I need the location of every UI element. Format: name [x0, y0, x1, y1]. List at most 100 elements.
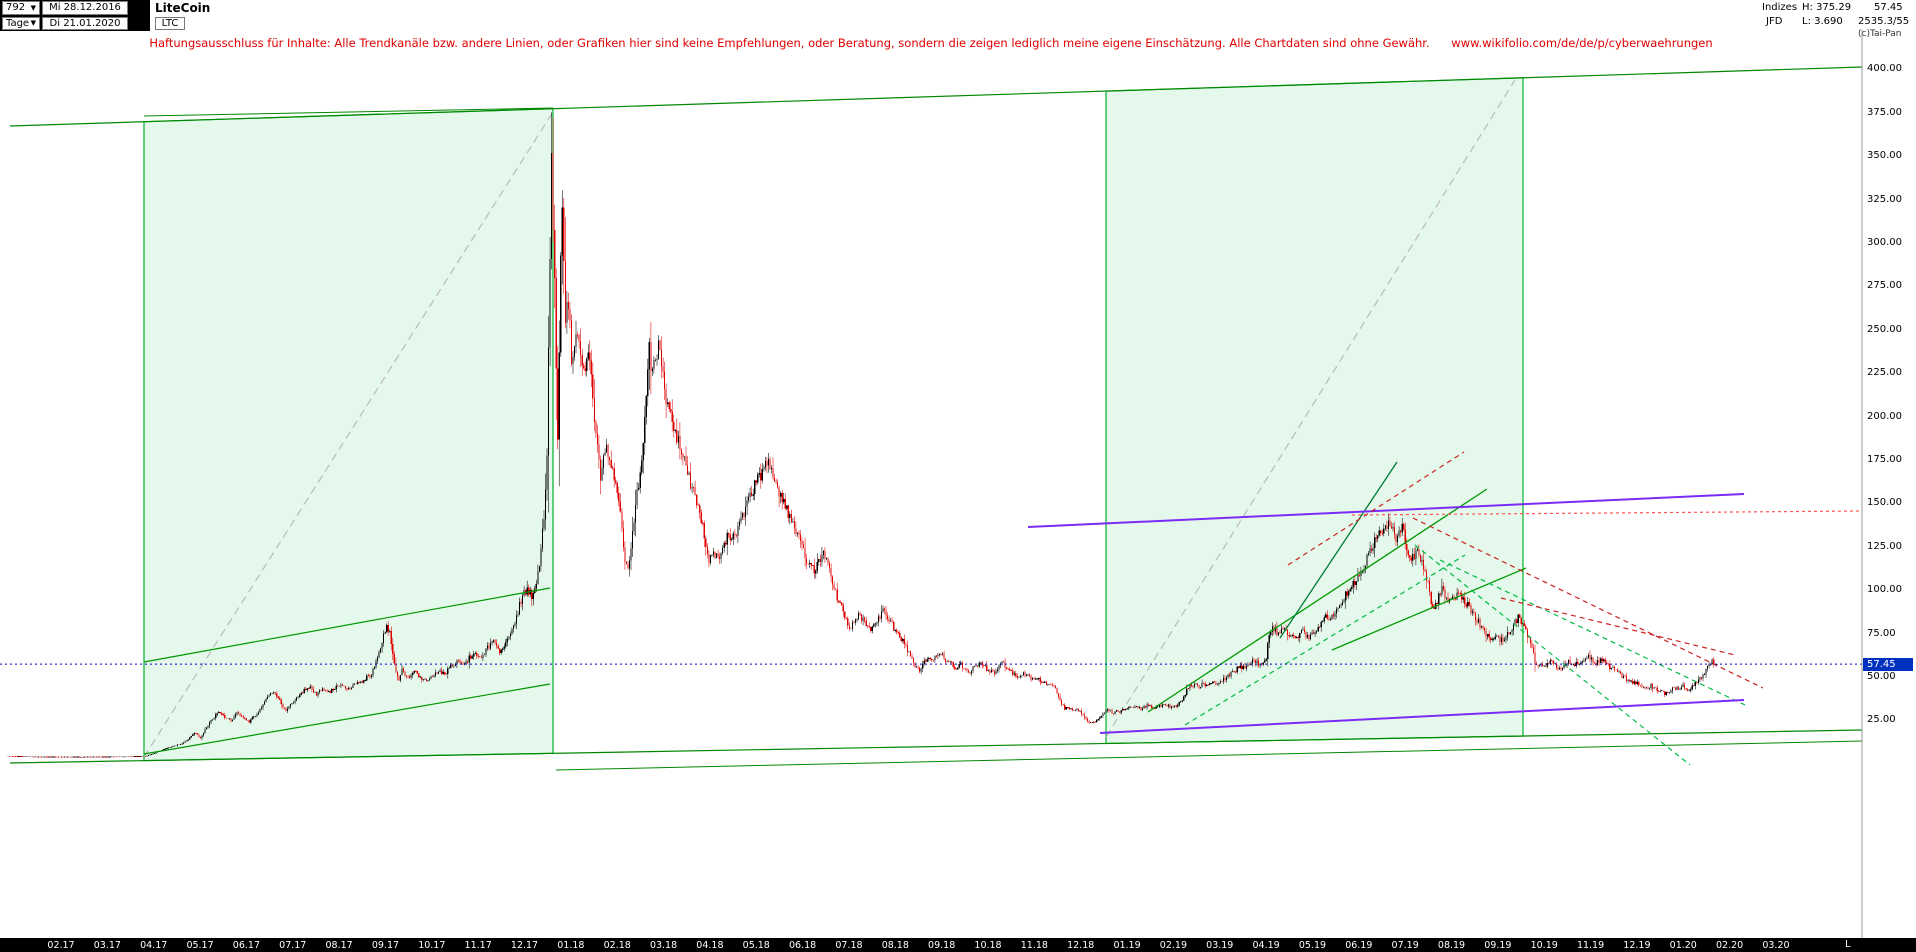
chevron-down-icon: ▼	[30, 19, 36, 27]
time-axis-label: 10.17	[418, 939, 446, 951]
time-axis-label: 03.18	[649, 939, 678, 951]
bars-count-dropdown[interactable]: 792 ▼	[2, 1, 40, 15]
time-axis-label: 06.19	[1345, 939, 1373, 951]
time-axis-label: 03.20	[1762, 939, 1790, 951]
timeframe-dropdown[interactable]: Tage ▼	[2, 17, 40, 30]
price-axis[interactable]: 400.00 375.00 350.00 325.00 300.00 275.00 250.…	[1862, 30, 1916, 938]
range-end-value: Di 21.01.2020	[49, 17, 121, 29]
time-axis-label: 04.18	[696, 939, 724, 951]
time-axis-label: 06.18	[788, 939, 817, 951]
dashed-red-falling-1[interactable]	[1412, 517, 1764, 689]
time-axis-label: 05.17	[186, 939, 214, 951]
price-axis-label: 75.00	[1867, 627, 1896, 639]
dashed-green-rising[interactable]	[1184, 554, 1466, 726]
time-axis-label: 11.18	[1020, 939, 1048, 951]
time-axis-label: 05.18	[742, 939, 770, 951]
dashed-green-falling-1[interactable]	[1414, 544, 1691, 766]
time-axis-label: 11.17	[464, 939, 492, 951]
time-axis-label: 01.20	[1669, 939, 1697, 951]
time-axis-label: 03.19	[1206, 939, 1234, 951]
disclaimer-body: Haftungsausschluss für Inhalte: Alle Tre…	[149, 36, 1430, 50]
candle-bodies-down	[7, 153, 1716, 758]
trend-2019-mid[interactable]	[1331, 567, 1527, 651]
symbol-field[interactable]: LTC	[155, 17, 185, 30]
last-price-label: 57.45	[1874, 2, 1903, 13]
bars-count-value: 792	[6, 2, 26, 13]
price-axis-label: 100.00	[1867, 584, 1902, 596]
time-axis-label: 12.19	[1623, 939, 1651, 951]
linear-scale-flag: L	[1845, 939, 1851, 950]
dashed-red-falling-2[interactable]	[1500, 597, 1736, 656]
dashed-diagonal-2019[interactable]	[1105, 79, 1516, 738]
price-axis-label: 225.00	[1867, 367, 1902, 379]
price-axis-label: 375.00	[1867, 106, 1902, 118]
indizes-label: Indizes	[1762, 2, 1798, 13]
time-axis-label: 09.17	[371, 939, 400, 951]
symbol-value: LTC	[161, 17, 179, 29]
time-axis-label: 07.18	[835, 939, 863, 951]
range-start-value: Mi 28.12.2016	[49, 2, 121, 13]
time-axis-label: 08.17	[325, 939, 353, 951]
price-axis-label: 50.00	[1867, 671, 1896, 682]
chevron-down-icon: ▼	[30, 3, 36, 12]
trend-box-2019[interactable]	[1105, 77, 1524, 745]
time-axis-label: 11.19	[1576, 939, 1605, 951]
extra-info-label: 2535.3/55	[1858, 16, 1910, 27]
time-axis-label: 04.19	[1252, 939, 1280, 951]
data-provider-label: JFD	[1766, 16, 1783, 27]
time-axis-label: 12.18	[1067, 939, 1095, 951]
long-channel-bottom[interactable]	[9, 729, 1863, 764]
price-axis-label: 150.00	[1867, 497, 1902, 509]
price-axis-label: 200.00	[1867, 410, 1902, 422]
time-axis-label: 02.20	[1715, 939, 1744, 951]
disclaimer-text: Haftungsausschluss für Inhalte: Alle Tre…	[0, 36, 1862, 50]
trend-2017-resistance[interactable]	[143, 587, 551, 663]
time-axis-label: 05.19	[1298, 939, 1327, 951]
time-axis-label: 04.17	[140, 939, 168, 951]
long-support-lower[interactable]	[555, 740, 1863, 771]
period-low-label: L: 3.690	[1802, 16, 1843, 27]
candle-bodies-up	[8, 153, 1718, 758]
time-axis-label: 01.19	[1113, 939, 1141, 951]
channel-top-inner[interactable]	[143, 107, 554, 117]
time-axis-label: 02.17	[47, 939, 75, 951]
time-axis-label: 02.19	[1159, 939, 1187, 951]
purple-resistance[interactable]	[1027, 493, 1745, 528]
time-axis-label: 02.18	[603, 939, 631, 951]
range-end-field[interactable]: Di 21.01.2020	[42, 17, 128, 30]
timeframe-value: Tage	[6, 17, 30, 29]
trend-2019-steep[interactable]	[1279, 461, 1398, 639]
time-axis-strip	[0, 938, 1916, 952]
time-axis-label: 03.17	[93, 939, 121, 951]
dashed-red-horizontal[interactable]	[1351, 510, 1863, 516]
current-price-tag: 57.45	[1863, 657, 1913, 671]
copyright-label: (c)Tai-Pan	[1858, 29, 1902, 39]
time-axis-label: 09.19	[1484, 939, 1512, 951]
time-axis-label: 01.18	[557, 939, 585, 951]
time-axis-label: 07.17	[279, 939, 307, 951]
wikifolio-link[interactable]: www.wikifolio.com/de/de/p/cyberwaehrunge…	[1451, 36, 1713, 50]
price-axis-label: 25.00	[1867, 714, 1896, 726]
dashed-red-rising[interactable]	[1287, 451, 1465, 566]
price-axis-label: 350.00	[1867, 150, 1902, 162]
time-axis-label: 09.18	[928, 939, 956, 951]
price-axis-label: 400.00	[1867, 63, 1902, 75]
time-axis-label: 12.17	[510, 939, 539, 951]
dashed-green-falling-2[interactable]	[1439, 559, 1746, 706]
instrument-title: LiteCoin	[155, 1, 211, 15]
time-axis-label: 07.19	[1391, 939, 1419, 951]
period-high-label: H: 375.29	[1802, 2, 1852, 13]
trend-2017-support[interactable]	[143, 683, 551, 755]
price-axis-label: 125.00	[1867, 540, 1902, 552]
time-axis-label: 08.18	[881, 939, 909, 951]
purple-support[interactable]	[1099, 699, 1745, 734]
price-axis-label: 300.00	[1867, 237, 1902, 248]
long-channel-top[interactable]	[9, 66, 1863, 127]
range-start-field[interactable]: Mi 28.12.2016	[42, 1, 128, 15]
time-axis-label: 08.19	[1437, 939, 1466, 951]
time-axis-label: 10.19	[1530, 939, 1558, 951]
time-axis[interactable]: 02.17 03.17 04.17 05.17 06.17 07.17 08.17 09.17…	[0, 938, 1916, 952]
dashed-diagonal-2017[interactable]	[143, 111, 554, 758]
